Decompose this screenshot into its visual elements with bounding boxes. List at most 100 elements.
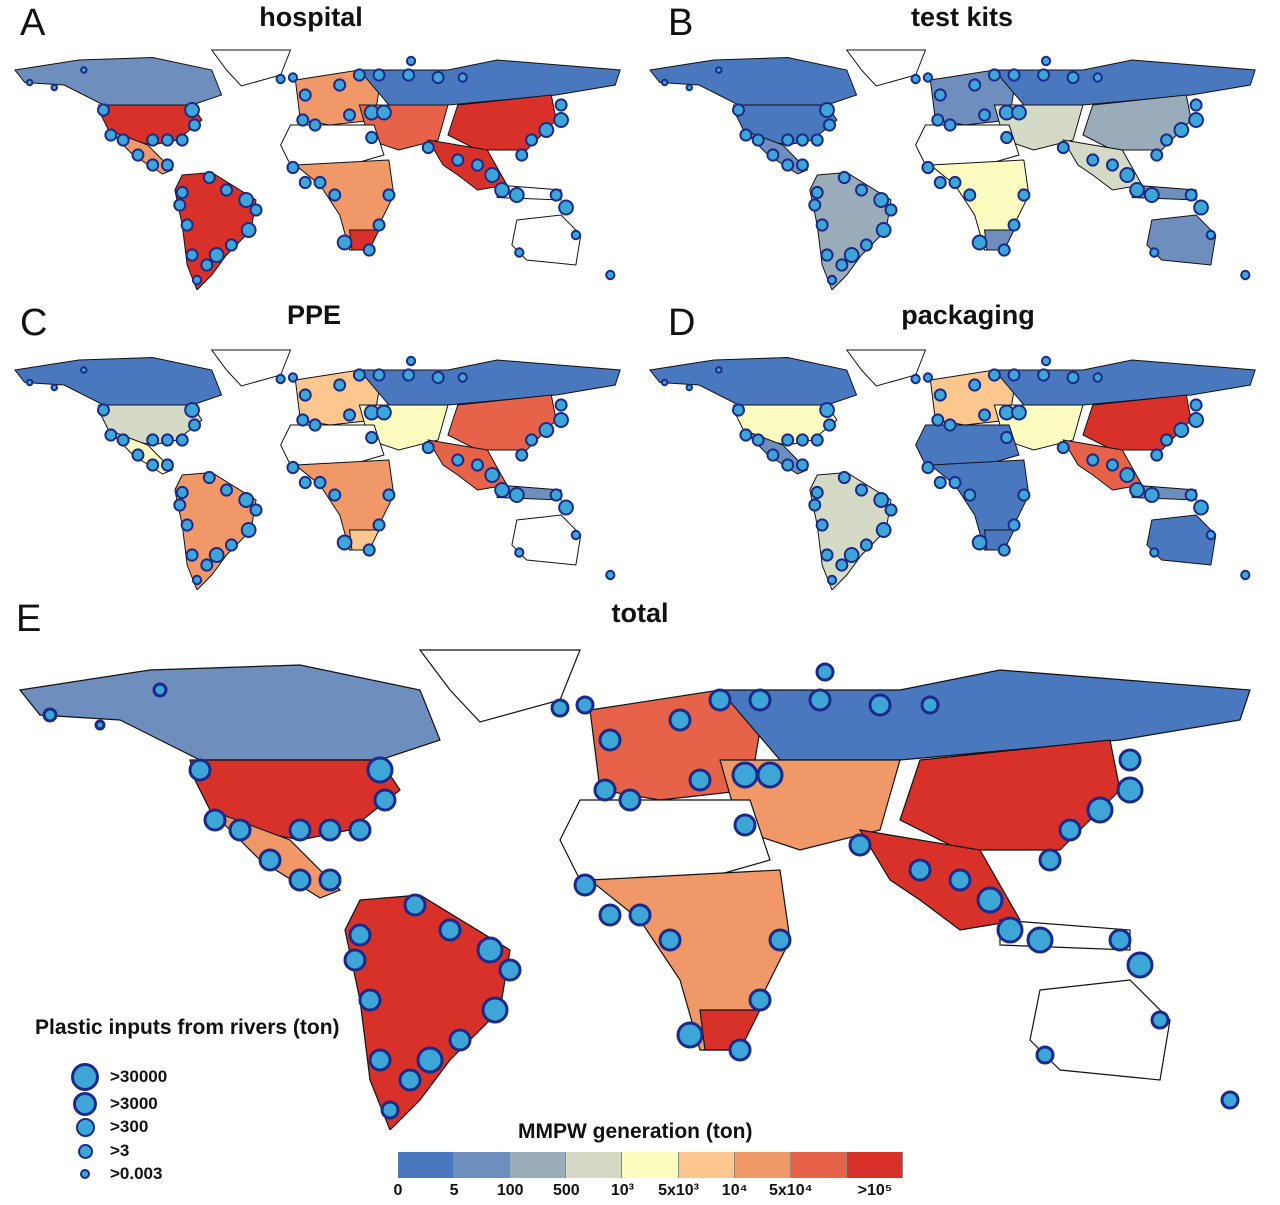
river-input-marker bbox=[421, 440, 435, 455]
river-input-marker bbox=[494, 482, 510, 498]
river-input-marker bbox=[104, 128, 118, 142]
river-input-marker bbox=[538, 122, 555, 138]
river-input-marker bbox=[152, 682, 168, 698]
river-input-marker bbox=[1000, 130, 1014, 145]
river-input-marker bbox=[380, 1100, 400, 1120]
river-input-marker bbox=[448, 1028, 472, 1052]
river-input-marker bbox=[554, 398, 568, 412]
river-input-marker bbox=[180, 518, 194, 532]
river-input-marker bbox=[514, 547, 525, 558]
region-canada bbox=[649, 56, 858, 106]
river-input-marker bbox=[820, 248, 834, 262]
river-input-marker bbox=[823, 418, 837, 432]
river-input-marker bbox=[1150, 448, 1164, 462]
river-input-marker bbox=[249, 203, 263, 217]
river-input-marker bbox=[873, 492, 890, 508]
river-input-marker bbox=[997, 243, 1011, 257]
river-input-marker bbox=[376, 104, 392, 121]
river-input-marker bbox=[405, 55, 417, 67]
river-input-marker bbox=[843, 547, 860, 563]
river-input-marker bbox=[220, 183, 234, 197]
river-input-marker bbox=[1143, 487, 1160, 503]
river-input-marker bbox=[933, 88, 947, 102]
river-input-marker bbox=[80, 66, 88, 74]
river-input-marker bbox=[308, 418, 322, 432]
river-input-marker bbox=[1150, 1010, 1170, 1030]
river-input-marker bbox=[1007, 218, 1021, 232]
river-input-marker bbox=[368, 1048, 392, 1072]
river-input-marker bbox=[943, 418, 957, 432]
river-input-marker bbox=[570, 529, 581, 541]
river-input-marker bbox=[748, 988, 772, 1012]
river-input-marker bbox=[963, 488, 977, 502]
river-input-marker bbox=[25, 378, 34, 387]
region-nafrica bbox=[915, 424, 1020, 466]
river-input-marker bbox=[224, 238, 238, 252]
river-input-marker bbox=[931, 113, 945, 127]
river-input-marker bbox=[286, 460, 300, 475]
river-input-marker bbox=[358, 988, 382, 1012]
map-total bbox=[18, 649, 1251, 1130]
river-input-marker bbox=[208, 547, 225, 563]
river-input-marker bbox=[731, 103, 745, 117]
river-input-marker bbox=[976, 886, 1004, 914]
river-input-marker bbox=[188, 118, 202, 132]
river-input-marker bbox=[688, 768, 712, 792]
river-input-marker bbox=[875, 222, 892, 238]
circle-marker-icon bbox=[70, 1143, 100, 1159]
river-input-marker bbox=[1017, 188, 1031, 202]
river-input-marker bbox=[676, 1021, 704, 1049]
river-input-marker bbox=[208, 247, 225, 263]
river-input-marker bbox=[220, 483, 234, 497]
region-russia bbox=[358, 359, 621, 406]
river-input-marker bbox=[1007, 518, 1021, 532]
river-input-marker bbox=[660, 78, 669, 87]
river-input-marker bbox=[421, 140, 435, 155]
river-input-marker bbox=[116, 433, 130, 447]
river-input-marker bbox=[298, 88, 312, 102]
river-input-marker bbox=[968, 378, 982, 392]
river-input-marker bbox=[1040, 355, 1052, 367]
river-input-marker bbox=[781, 133, 795, 147]
river-input-marker bbox=[715, 366, 723, 374]
river-input-marker bbox=[1173, 422, 1190, 438]
river-input-marker bbox=[1058, 818, 1082, 842]
river-input-marker bbox=[525, 133, 539, 147]
river-input-marker bbox=[348, 923, 372, 947]
river-input-marker bbox=[668, 708, 692, 732]
river-input-marker bbox=[343, 948, 367, 972]
river-input-marker bbox=[810, 185, 824, 200]
river-input-marker bbox=[376, 404, 392, 421]
colorbar-swatch bbox=[734, 1152, 791, 1178]
river-input-marker bbox=[173, 198, 187, 212]
colorbar-title: MMPW generation (ton) bbox=[518, 1120, 753, 1143]
river-input-marker bbox=[348, 818, 372, 842]
river-input-marker bbox=[336, 534, 353, 551]
rivers-legend-title: Plastic inputs from rivers (ton) bbox=[35, 1016, 340, 1039]
river-input-marker bbox=[25, 78, 34, 87]
circle-marker-icon bbox=[70, 1169, 100, 1179]
river-input-marker bbox=[618, 788, 642, 812]
river-input-marker bbox=[298, 388, 312, 402]
river-input-marker bbox=[943, 118, 957, 132]
river-input-marker bbox=[240, 522, 257, 538]
river-input-marker bbox=[685, 383, 694, 392]
colorbar-tick-label: 0 bbox=[393, 1182, 403, 1199]
river-input-marker bbox=[837, 470, 851, 485]
river-input-marker bbox=[50, 83, 59, 92]
rivers-legend-label: >3000 bbox=[110, 1094, 158, 1113]
river-input-marker bbox=[819, 102, 835, 118]
river-input-marker bbox=[1105, 158, 1119, 172]
river-input-marker bbox=[1189, 98, 1203, 112]
river-input-marker bbox=[188, 758, 212, 782]
river-input-marker bbox=[598, 903, 622, 927]
river-input-marker bbox=[365, 130, 379, 145]
region-greenland bbox=[845, 49, 927, 87]
river-input-marker bbox=[160, 458, 174, 472]
river-input-marker bbox=[819, 402, 835, 418]
river-input-marker bbox=[1205, 529, 1216, 541]
colorbar-tick-label: 5x10⁴ bbox=[769, 1182, 813, 1199]
river-input-marker bbox=[200, 258, 214, 272]
panel-e-title: total bbox=[611, 598, 669, 628]
river-input-marker bbox=[884, 503, 898, 517]
